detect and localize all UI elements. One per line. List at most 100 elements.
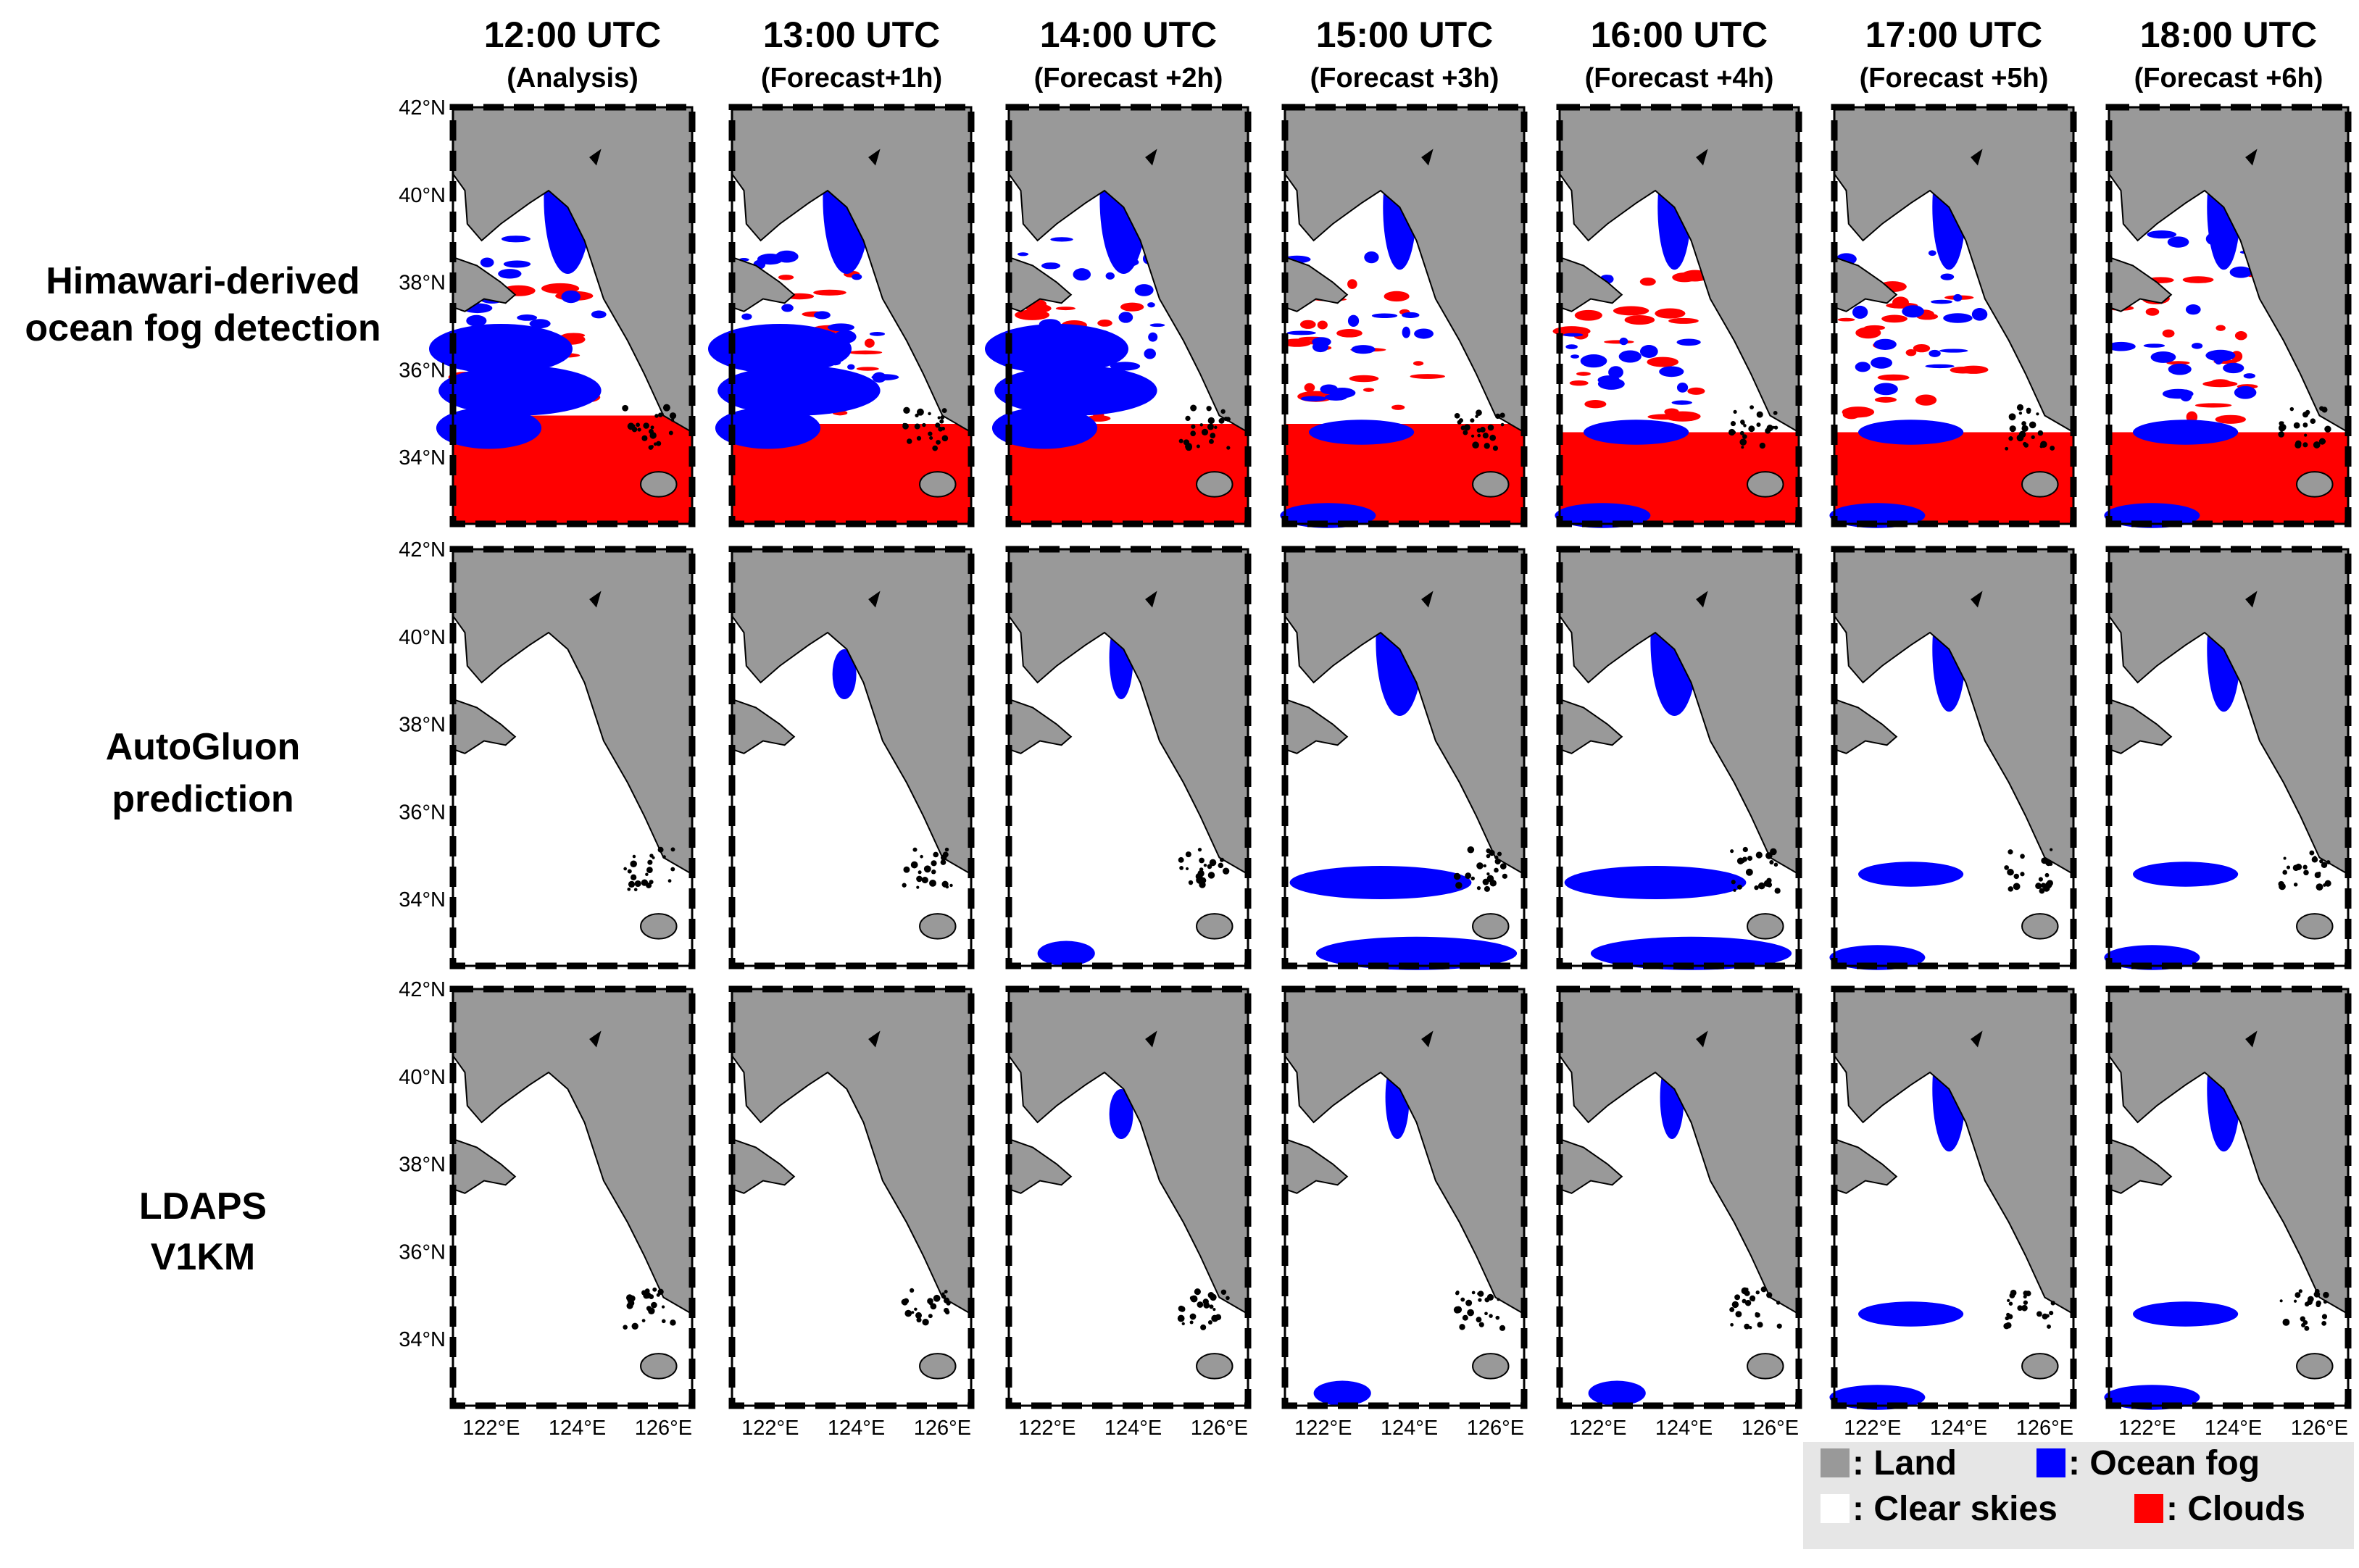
legend-swatch-0 [1821,1448,1850,1477]
island-dot [1197,847,1202,852]
island-dot [1478,1290,1484,1297]
island-dot [903,866,910,873]
island-dot [2016,404,2024,411]
island-dot [2021,1304,2028,1311]
map-panel-1-1 [728,546,975,969]
fog-speck [1608,366,1623,379]
cloud-streak [1384,291,1410,302]
lon-tick-label: 124°E [2205,1417,2262,1440]
legend-swatch-3 [2134,1494,2163,1523]
island-dot [2279,1299,2283,1303]
fog-speck [1312,337,1331,347]
fog-patch [985,324,1128,374]
peninsula-land [1559,698,1623,754]
island-dot [911,1311,915,1314]
cloud-streak [1672,272,1697,283]
fog-speck [1328,388,1356,399]
fog-patch [438,365,602,416]
map-frame-dashes [1005,985,1252,1409]
cloud-streak [2166,361,2190,365]
jeju-island [919,471,957,498]
island-dot [1185,443,1192,451]
island-dot [661,1319,666,1324]
lat-tick-label: 34°N [399,888,446,912]
island-dot [644,1288,650,1294]
island-dot [2040,883,2046,888]
cloud-streak [1391,404,1405,410]
island-dot [1207,1292,1215,1298]
island-dot [1476,862,1484,870]
cloud-streak [1576,372,1591,376]
island-dot [1197,1301,1204,1308]
fog-speck [507,345,537,355]
island-dot [903,406,910,414]
island-dot [2304,433,2308,437]
land-mass [1834,549,2074,876]
fog-speck [2150,351,2176,363]
peninsula-land [1559,1138,1623,1194]
lat-tick-label: 36°N [399,359,446,382]
island-dot [2008,1301,2013,1306]
island-dot [920,854,923,859]
island-dot [2020,872,2025,877]
column-subtitle-0: (Analysis) [507,63,638,93]
jeju-island [2021,913,2059,940]
island-dot [2283,856,2287,860]
island-dot [636,422,641,428]
map-panel-0-6 [2104,104,2352,528]
island-dot [2309,850,2315,856]
island-dot [2008,849,2013,855]
island-dot [630,874,637,880]
cloud-streak [778,275,794,280]
island-dot [2008,436,2013,441]
island-dot [669,412,677,420]
map-panel-1-6 [2104,546,2352,970]
island-dot [1476,409,1482,416]
fog-patch [429,324,573,374]
fog-speck [1110,362,1141,371]
island-dot [1733,409,1737,414]
column-title-1: 13:00 UTC [763,14,941,55]
peninsula-land [2108,698,2173,754]
cloud-streak [1349,375,1379,383]
island-dot [2310,418,2316,425]
map-panel-2-1: 122°E 124°E 126°E [728,985,975,1440]
island-dot [2324,880,2331,887]
island-dot [2004,865,2010,870]
islet [589,1030,602,1048]
legend-label-1: : Ocean fog [2068,1444,2260,1482]
fog-speck [529,319,551,329]
fog-speck [1148,332,1158,342]
island-dot [2023,1294,2027,1299]
lon-tick-label: 122°E [1569,1417,1626,1440]
jeju-island [1747,471,1784,498]
islet [1971,591,1983,608]
row-label-2-line-1: V1KM [151,1236,255,1278]
island-dot [941,1294,946,1299]
island-dot [916,885,920,889]
fog-patch [2133,420,2239,445]
island-dot [1477,433,1481,438]
island-dot [1454,413,1460,419]
island-dot [918,870,922,875]
islet [2245,591,2258,608]
island-dot [2292,864,2300,872]
islet [1696,1030,1708,1048]
island-dot [2006,1312,2010,1317]
island-dot [1226,1296,1230,1301]
fog-speck [2191,343,2203,349]
island-dot [648,1307,655,1314]
island-dot [1486,1293,1494,1301]
island-dot [933,1294,941,1302]
cloud-streak [1025,304,1052,313]
island-dot [1189,1313,1197,1320]
fog-speck [1364,251,1379,264]
island-dot [1776,1323,1782,1329]
fog-speck [2147,230,2177,239]
island-dot [1478,1322,1484,1327]
island-dot [916,435,922,441]
island-dot [2007,1298,2010,1303]
island-dot [928,1301,933,1306]
fog-speck [1619,337,1628,346]
island-dot [657,1288,664,1295]
